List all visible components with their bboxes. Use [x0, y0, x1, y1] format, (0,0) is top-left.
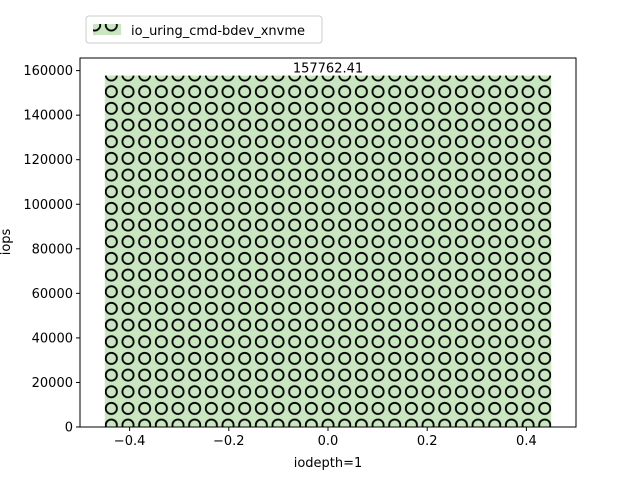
bar: [104, 75, 552, 428]
x-tick-label: 0.4: [516, 434, 537, 449]
legend-label: io_uring_cmd-bdev_xnvme: [131, 24, 305, 39]
x-axis: −0.4 −0.2 0.0 0.2 0.4: [114, 427, 537, 449]
x-tick-label: −0.4: [114, 434, 146, 449]
legend-frame: [85, 15, 323, 44]
plot-area: 157762.41: [104, 62, 552, 428]
x-tick-label: −0.2: [213, 434, 245, 449]
y-tick-label: 140000: [23, 109, 73, 124]
x-tick-label: 0.0: [318, 434, 339, 449]
y-tick-label: 20000: [32, 376, 73, 391]
legend-swatch: [93, 24, 121, 35]
legend: io_uring_cmd-bdev_xnvme: [85, 15, 323, 44]
y-tick-label: 160000: [23, 64, 73, 79]
y-tick-label: 40000: [32, 331, 73, 346]
y-tick-label: 0: [65, 421, 73, 436]
x-tick-label: 0.2: [417, 434, 438, 449]
y-tick-label: 100000: [23, 198, 73, 213]
y-tick-label: 80000: [32, 242, 73, 257]
y-tick-label: 60000: [32, 287, 73, 302]
y-axis: 0 20000 40000 60000 80000 100000 120000 140000 1…: [23, 64, 80, 436]
y-tick-label: 120000: [23, 153, 73, 168]
x-axis-label: iodepth=1: [294, 456, 363, 471]
y-axis-label: iops: [0, 228, 14, 255]
bar-value-label: 157762.41: [293, 62, 363, 77]
